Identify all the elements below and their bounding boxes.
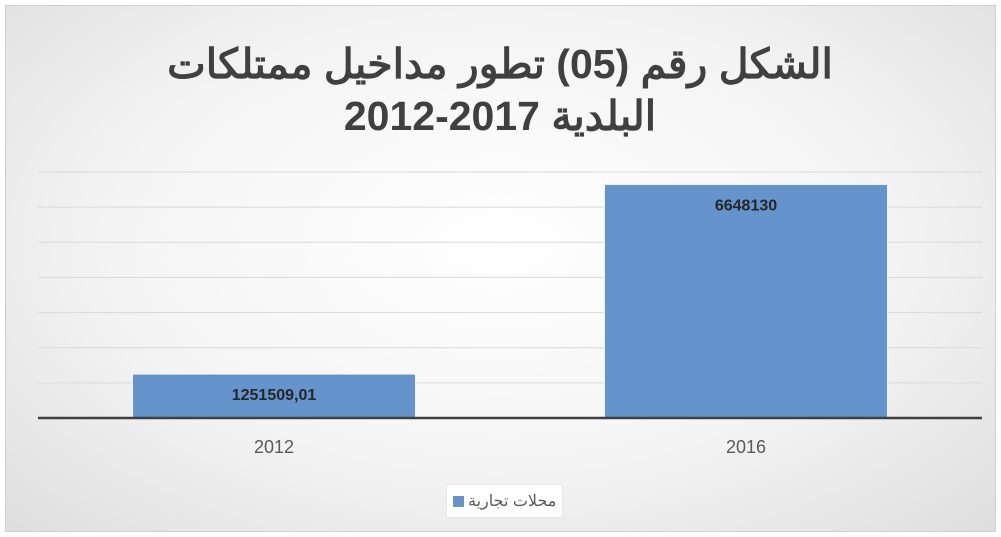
data-label: 6648130 [715,198,777,215]
chart-title: الشكل رقم (05) تطور مداخيل ممتلكات البلد… [167,41,833,139]
legend: محلات تجارية [446,484,564,518]
legend-label: محلات تجارية [468,493,557,510]
data-label: 1251509,01 [232,387,317,404]
x-tick-label: 2016 [726,437,766,457]
bar [131,373,417,419]
x-tick-label: 2012 [254,437,294,457]
legend-swatch [453,495,464,507]
bar [603,183,889,419]
